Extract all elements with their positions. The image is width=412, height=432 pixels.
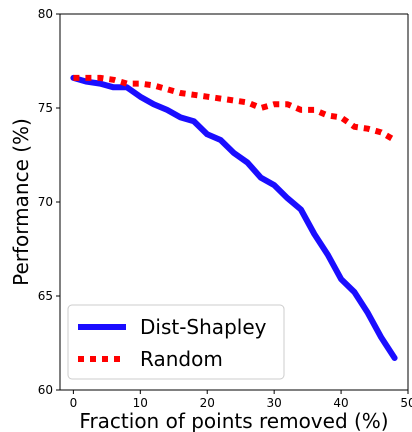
y-tick-label: 60 (38, 383, 53, 397)
series-layer (70, 74, 398, 361)
y-tick-label: 75 (38, 101, 53, 115)
y-axis-label: Performance (%) (9, 118, 33, 286)
x-tick-label: 40 (333, 396, 348, 410)
ticks-layer: 0 10 20 30 40 50 60 65 70 75 80 (38, 7, 412, 410)
y-tick-label: 65 (38, 289, 53, 303)
legend-label-random: Random (140, 347, 223, 371)
series-line-dist-shapley (70, 74, 398, 361)
x-tick-label: 30 (267, 396, 282, 410)
legend-frame (67, 304, 285, 380)
legend-label-dist-shapley: Dist-Shapley (140, 315, 267, 339)
x-tick-label: 0 (70, 396, 78, 410)
x-tick-label: 20 (200, 396, 215, 410)
y-tick-label: 80 (38, 7, 53, 21)
y-tick-label: 70 (38, 195, 53, 209)
x-tick-label: 50 (400, 396, 412, 410)
x-tick-label: 10 (133, 396, 148, 410)
x-axis-label: Fraction of points removed (%) (79, 409, 388, 432)
legend: Dist-Shapley Random (67, 304, 285, 380)
